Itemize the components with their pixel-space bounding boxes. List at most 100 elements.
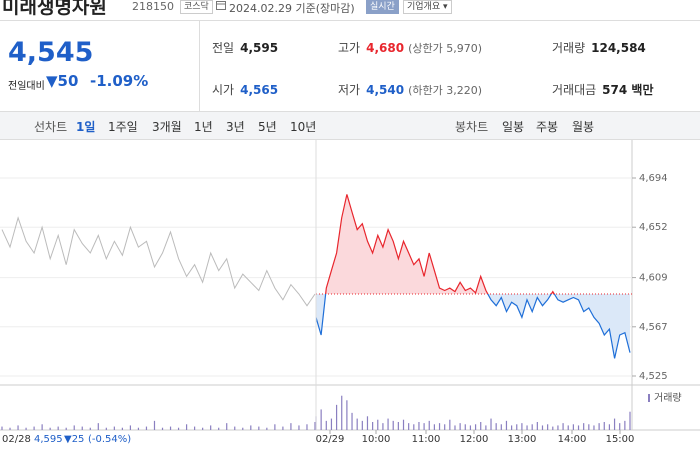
legend-date: 02/28 (2, 434, 31, 445)
volume-bar (161, 427, 164, 430)
volume-bar (474, 424, 477, 430)
volume-bar (73, 425, 75, 430)
volume-bar (449, 419, 451, 430)
volume-bar (624, 420, 626, 430)
tab[interactable]: 주봉 (536, 120, 559, 134)
volume-bar (290, 423, 292, 430)
tab[interactable]: 1년 (194, 120, 213, 134)
volume-bar (351, 412, 353, 430)
volume-bar (418, 422, 420, 430)
quote-label: 거래대금 (552, 83, 597, 97)
x-tick-label: 15:00 (606, 434, 635, 445)
volume-bar (105, 427, 107, 430)
volume-legend-swatch (648, 394, 650, 402)
volume-bar (536, 422, 538, 430)
area-up (316, 194, 630, 294)
volume-bar (258, 426, 260, 430)
volume-bar (121, 427, 123, 430)
volume-bar (613, 418, 616, 430)
volume-bar (266, 427, 268, 430)
tab[interactable]: 일봉 (502, 120, 525, 134)
realtime-badge[interactable]: 실시간 (366, 0, 399, 14)
x-tick-label: 12:00 (460, 434, 489, 445)
tab[interactable]: 5년 (258, 120, 277, 134)
volume-bar (210, 425, 212, 430)
volume-bar (330, 418, 333, 430)
volume-bar (392, 420, 394, 430)
quote-cell: 고가 4,680 (상한가 5,970) (338, 39, 482, 56)
volume-bar (250, 425, 252, 430)
volume-bar (402, 419, 405, 430)
tab[interactable]: 3개월 (152, 120, 182, 134)
volume-bar (387, 418, 389, 430)
volume-bar (423, 423, 425, 430)
volume-bar (619, 423, 621, 430)
volume-bar (346, 400, 348, 430)
quote-value: 4,680 (366, 41, 405, 55)
volume-bar (464, 424, 466, 430)
legend-price: 4,595 (34, 434, 63, 445)
change: ▼50 (46, 72, 79, 90)
price-line-down (315, 293, 631, 359)
volume-bar (298, 425, 300, 430)
x-tick-label: 13:00 (508, 434, 537, 445)
volume-bar (25, 427, 27, 430)
volume-bar (495, 423, 497, 430)
volume-bar (153, 420, 156, 430)
overview-text: 기업개요 (407, 2, 441, 12)
quote-label: 시가 (212, 83, 235, 97)
price-line-up (325, 194, 555, 294)
volume-bar (17, 425, 19, 430)
volume-bar (490, 418, 492, 430)
volume-bar (608, 424, 611, 430)
volume-bar (314, 422, 316, 430)
volume-bar (454, 425, 456, 430)
y-tick-label: 4,694 (639, 173, 668, 184)
volume-bar (480, 422, 482, 430)
chart-tabs: 선차트 1일 1주일 3개월 1년 3년 5년 10년 봉차트 일봉 주봉 월봉 (0, 112, 700, 140)
quote-label: 고가 (338, 41, 361, 55)
quote-cell: 시가 4,565 (212, 81, 278, 98)
volume-bar (89, 427, 91, 430)
quote-box: 4,545 전일대비 ▼50 -1.09% 전일 4,595 고가 4,680 (상한가… (0, 20, 700, 112)
volume-bar (552, 426, 554, 430)
quote-note: (상한가 5,970) (408, 42, 482, 55)
volume-bar (459, 423, 461, 430)
stock-code: 218150 (132, 0, 174, 13)
tab[interactable]: 10년 (290, 120, 317, 134)
company-name: 미래생명자원 (2, 0, 107, 18)
volume-bar (588, 424, 590, 430)
tab[interactable]: 1일 (76, 120, 96, 134)
tab[interactable]: 월봉 (572, 120, 595, 134)
volume-bar (185, 424, 188, 430)
overview-button[interactable]: 기업개요 ▾ (403, 0, 452, 14)
y-tick-label: 4,567 (639, 322, 668, 333)
y-tick-label: 4,652 (639, 222, 668, 233)
volume-bar (469, 425, 472, 430)
volume-bar (397, 422, 399, 430)
volume-bar (567, 425, 569, 430)
change-label: 전일대비 (8, 81, 45, 92)
volume-bar (562, 423, 564, 430)
volume-bar (145, 426, 148, 430)
volume-bar (57, 426, 59, 430)
y-tick-label: 4,609 (639, 273, 668, 284)
volume-bar (49, 427, 51, 430)
current-price: 4,545 (8, 37, 94, 68)
quote-value: 124,584 (591, 41, 646, 55)
volume-bar (583, 423, 585, 430)
date: 2024.02.29 기준(장마감) (229, 2, 355, 15)
x-tick-label: 10:00 (362, 434, 391, 445)
tab[interactable]: 1주일 (108, 120, 138, 134)
legend-change: ▼25 (64, 434, 84, 445)
tab[interactable]: 3년 (226, 120, 245, 134)
volume-bar (598, 423, 600, 430)
volume-bar (306, 424, 308, 430)
volume-bar (526, 425, 528, 430)
volume-bar (433, 424, 435, 430)
quote-cell: 거래대금 574 백만 (552, 81, 653, 98)
volume-bar (169, 426, 172, 430)
volume-bar (541, 425, 544, 430)
volume-bar (282, 426, 284, 430)
